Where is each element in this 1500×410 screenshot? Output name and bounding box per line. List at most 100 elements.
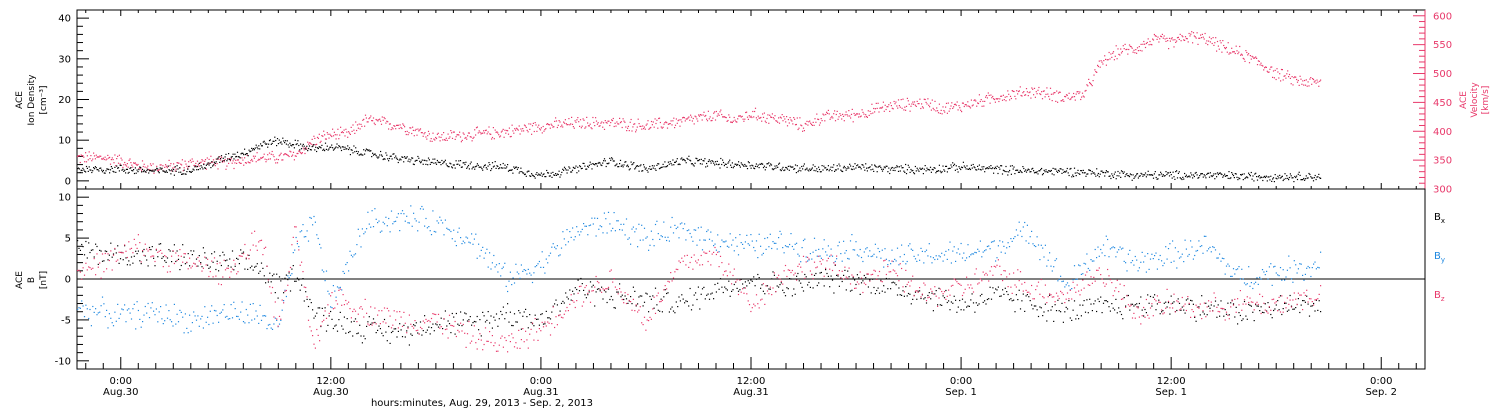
b-by-point [1129,249,1131,251]
density-point [412,157,414,159]
density-point [295,143,297,146]
b-bx-point [1147,294,1149,296]
velocity-point [465,136,467,139]
velocity-point [587,122,589,124]
top-left-tick-label: 30 [58,54,71,65]
b-by-point [1008,246,1011,248]
b-by-point [1109,248,1111,250]
velocity-point [747,118,749,120]
density-point [738,164,741,167]
velocity-point [846,114,848,116]
density-point [1187,176,1189,178]
velocity-point [711,119,713,122]
b-by-point [574,236,576,238]
density-point [520,167,522,169]
density-point [78,168,80,170]
velocity-point [704,115,706,117]
density-point [206,163,208,165]
b-bz-point [208,275,210,278]
velocity-point [1199,37,1201,39]
density-point [315,146,317,148]
b-by-point [1036,236,1038,238]
density-point [493,165,495,167]
density-point [1139,175,1141,177]
velocity-point [168,159,170,161]
density-point [998,166,1000,168]
b-by-point [223,304,225,306]
density-point [484,164,486,166]
velocity-point [1259,64,1261,66]
density-point [197,169,199,171]
density-point [313,144,315,146]
b-by-point [1101,252,1103,254]
velocity-point [775,120,777,122]
density-point [83,169,85,171]
velocity-point [396,124,398,126]
density-point [804,169,806,171]
b-bx-point [461,325,463,327]
density-point [399,158,401,160]
b-by-point [110,317,112,319]
b-bx-point [1152,296,1154,298]
b-by-point [226,315,228,317]
density-point [984,171,986,173]
b-bx-point [959,299,961,302]
density-point [292,144,294,146]
velocity-point [980,99,982,101]
density-point [861,164,863,166]
velocity-point [776,120,778,122]
velocity-point [685,118,687,120]
velocity-point [216,163,218,165]
velocity-point [131,164,133,166]
top-left-tick-label: 10 [58,136,71,147]
b-by-point [1237,268,1239,270]
density-point [128,171,130,173]
density-point [233,158,235,160]
b-bx-point [719,278,722,280]
b-by-point [941,252,943,254]
velocity-point [882,101,884,103]
b-bx-point [967,305,969,307]
b-by-point [493,254,495,257]
b-by-point [534,266,536,268]
b-by-point [1064,286,1066,288]
velocity-point [204,160,206,162]
b-by-point [165,304,167,306]
b-bx-point [1145,312,1147,314]
velocity-point [156,165,158,167]
density-point [661,166,663,168]
density-point [403,161,405,163]
density-point [609,157,611,159]
velocity-point [286,154,288,156]
b-bx-point [587,294,589,296]
b-bx-point [800,282,802,284]
b-bx-point [1223,315,1225,317]
b-bz-point [191,265,193,267]
velocity-point [289,150,291,152]
b-bz-point [271,286,274,289]
b-bx-point [263,275,265,277]
density-point [205,164,207,166]
velocity-point [271,150,273,153]
density-point [1146,174,1148,176]
density-point [554,174,556,176]
density-point [1247,177,1249,179]
density-point [607,163,609,165]
density-point [948,167,950,169]
density-point [700,158,702,160]
velocity-point [773,118,775,120]
density-point [690,160,692,162]
density-point [992,167,994,169]
velocity-point [144,166,146,168]
velocity-point [80,154,82,156]
b-by-point [966,257,968,259]
velocity-point [801,125,803,127]
b-bx-point [201,266,203,268]
density-point [1052,167,1054,169]
density-point [659,167,661,169]
b-bx-point [277,297,279,299]
velocity-point [1184,39,1186,41]
density-point [123,170,125,172]
b-bx-point [869,279,871,281]
density-point [689,159,691,161]
